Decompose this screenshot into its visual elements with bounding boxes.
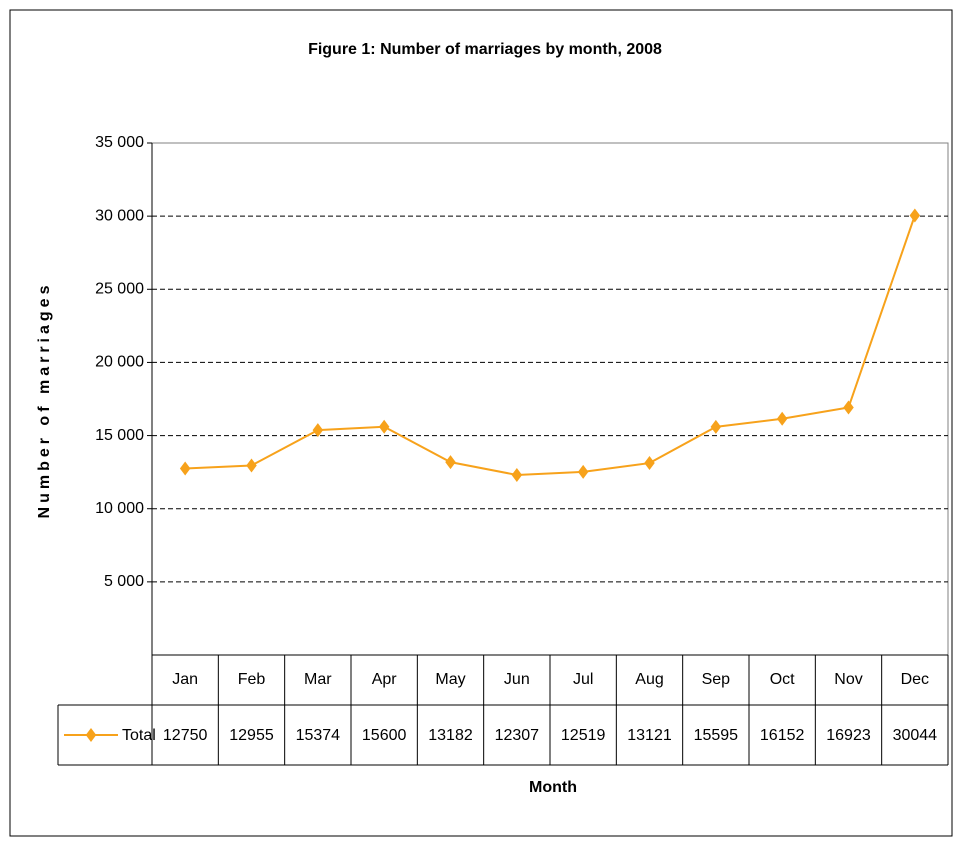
data-point xyxy=(445,455,456,470)
y-tick-label: 10 000 xyxy=(95,500,144,517)
y-tick-label: 15 000 xyxy=(95,427,144,444)
x-tick-label: Dec xyxy=(901,671,929,688)
x-tick-label: Feb xyxy=(238,671,266,688)
table-value: 13121 xyxy=(627,727,672,744)
x-tick-label: May xyxy=(435,671,465,688)
x-tick-label: Apr xyxy=(372,671,398,688)
table-value: 12750 xyxy=(163,727,208,744)
table-value: 30044 xyxy=(893,727,938,744)
data-point xyxy=(312,423,324,438)
data-point xyxy=(710,419,722,434)
x-axis-label: Month xyxy=(529,779,577,796)
legend-label: Total xyxy=(122,727,156,744)
table-value: 12307 xyxy=(495,727,540,744)
data-point xyxy=(577,464,589,479)
data-point xyxy=(644,456,655,471)
table-value: 15600 xyxy=(362,727,407,744)
table-value: 12955 xyxy=(229,727,274,744)
data-point xyxy=(776,411,788,426)
x-tick-label: Aug xyxy=(635,671,663,688)
x-tick-label: Jul xyxy=(573,671,593,688)
series-line xyxy=(185,215,916,476)
data-point xyxy=(511,467,523,482)
x-tick-label: Jun xyxy=(504,671,530,688)
x-tick-label: Jan xyxy=(172,671,198,688)
chart-frame xyxy=(9,9,953,837)
table-value: 15374 xyxy=(296,727,341,744)
data-point xyxy=(909,208,921,223)
data-point xyxy=(246,458,257,473)
y-tick-label: 25 000 xyxy=(95,281,144,298)
x-tick-label: Oct xyxy=(770,671,795,688)
data-point xyxy=(179,461,191,476)
chart-title: Figure 1: Number of marriages by month, … xyxy=(308,41,662,58)
y-tick-label: 20 000 xyxy=(95,354,144,371)
table-value: 16152 xyxy=(760,727,805,744)
data-point xyxy=(378,419,390,434)
table-value: 15595 xyxy=(694,727,739,744)
y-tick-label: 5 000 xyxy=(104,573,144,590)
table-value: 13182 xyxy=(428,727,473,744)
data-point xyxy=(843,400,854,415)
table-value: 16923 xyxy=(826,727,871,744)
y-tick-label: 30 000 xyxy=(95,207,144,224)
plot-area xyxy=(151,142,949,656)
x-tick-label: Mar xyxy=(304,671,332,688)
table-value: 12519 xyxy=(561,727,606,744)
x-tick-label: Nov xyxy=(834,671,862,688)
y-tick-label: 35 000 xyxy=(95,134,144,151)
x-tick-label: Sep xyxy=(702,671,731,688)
y-axis-label: Number of marriages xyxy=(36,282,53,519)
legend-marker xyxy=(85,728,97,742)
